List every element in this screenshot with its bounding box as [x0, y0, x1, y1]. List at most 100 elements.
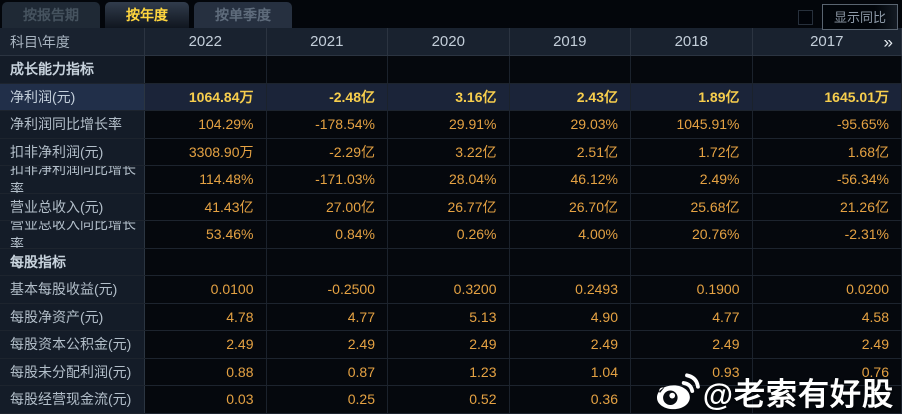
- year-label: 2017: [810, 33, 844, 50]
- value-cell: 41.43亿: [145, 193, 267, 220]
- value-cell: 1.89亿: [631, 83, 753, 110]
- value-cell: 0.76: [752, 358, 902, 385]
- value-cell: 1.04: [509, 358, 631, 385]
- value-cell: 2.49: [631, 331, 753, 358]
- value-cell: 4.77: [631, 303, 753, 330]
- value-cell: 1.72亿: [631, 138, 753, 165]
- value-cell: 2.49: [752, 331, 902, 358]
- value-cell: 1.68亿: [752, 138, 902, 165]
- section-header-label: 成长能力指标: [0, 56, 145, 83]
- value-cell: 0.87: [266, 358, 388, 385]
- row-label: 每股未分配利润(元): [0, 358, 145, 385]
- value-cell: -171.03%: [266, 166, 388, 193]
- value-cell: [388, 56, 510, 83]
- table-row: 每股净资产(元) 4.78 4.77 5.13 4.90 4.77 4.58: [0, 303, 902, 331]
- year-column-header: 2017 »: [753, 28, 902, 55]
- value-cell: 3308.90万: [145, 138, 267, 165]
- year-column-header: 2020: [388, 28, 510, 55]
- section-row: 成长能力指标: [0, 56, 902, 84]
- tab-single-quarter[interactable]: 按单季度: [194, 2, 292, 28]
- table-row: 每股经营现金流(元) 0.03 0.25 0.52 0.36: [0, 386, 902, 414]
- value-cell: 2.49%: [631, 166, 753, 193]
- value-cell: 2.43亿: [509, 83, 631, 110]
- value-cell: 4.00%: [509, 221, 631, 248]
- row-label: 扣非净利润(元): [0, 138, 145, 165]
- value-cell: 4.78: [145, 303, 267, 330]
- show-yoy-button[interactable]: 显示同比: [821, 4, 898, 30]
- yoy-controls: 显示同比: [797, 4, 898, 30]
- value-cell: 0.36: [509, 386, 631, 413]
- table-row: 营业总收入同比增长率 53.46% 0.84% 0.26% 4.00% 20.76% -2.…: [0, 221, 902, 249]
- row-label: 每股经营现金流(元): [0, 386, 145, 413]
- value-cell: 28.04%: [388, 166, 510, 193]
- row-label: 净利润(元): [0, 83, 145, 110]
- value-cell: 26.77亿: [388, 193, 510, 220]
- value-cell: 0.26%: [388, 221, 510, 248]
- value-cell: 0.52: [388, 386, 510, 413]
- corner-label: 科目\年度: [0, 28, 145, 55]
- value-cell: -0.2500: [266, 276, 388, 303]
- year-column-header: 2021: [267, 28, 388, 55]
- value-cell: 2.49: [388, 331, 510, 358]
- value-cell: 104.29%: [145, 111, 267, 138]
- row-label: 每股资本公积金(元): [0, 331, 145, 358]
- table-row: 扣非净利润同比增长率 114.48% -171.03% 28.04% 46.12% 2.4…: [0, 166, 902, 194]
- value-cell: 4.90: [509, 303, 631, 330]
- tab-report-period[interactable]: 按报告期: [2, 2, 100, 28]
- value-cell: 20.76%: [631, 221, 753, 248]
- section-row: 每股指标: [0, 248, 902, 276]
- value-cell: [631, 56, 753, 83]
- value-cell: 29.91%: [388, 111, 510, 138]
- value-cell: 3.16亿: [388, 83, 510, 110]
- value-cell: [145, 248, 267, 275]
- value-cell: 46.12%: [509, 166, 631, 193]
- value-cell: 25.68亿: [631, 193, 753, 220]
- value-cell: -2.48亿: [266, 83, 388, 110]
- value-cell: 1045.91%: [631, 111, 753, 138]
- value-cell: [631, 386, 753, 413]
- table-body: 成长能力指标 净利润(元) 1064.84万 -2.48亿 3.16亿 2.43亿 1.89…: [0, 56, 902, 414]
- value-cell: 21.26亿: [752, 193, 902, 220]
- value-cell: 0.84%: [266, 221, 388, 248]
- row-label: 营业总收入(元): [0, 193, 145, 220]
- value-cell: [388, 248, 510, 275]
- value-cell: 0.25: [266, 386, 388, 413]
- value-cell: 0.88: [145, 358, 267, 385]
- row-label: 基本每股收益(元): [0, 276, 145, 303]
- row-label: 扣非净利润同比增长率: [0, 166, 145, 193]
- value-cell: [752, 56, 902, 83]
- year-column-header: 2018: [631, 28, 753, 55]
- section-header-label: 每股指标: [0, 248, 145, 275]
- value-cell: -178.54%: [266, 111, 388, 138]
- value-cell: 2.49: [266, 331, 388, 358]
- value-cell: 2.49: [145, 331, 267, 358]
- table-row: 净利润同比增长率 104.29% -178.54% 29.91% 29.03% 1045.…: [0, 111, 902, 139]
- value-cell: 0.2493: [509, 276, 631, 303]
- value-cell: -2.29亿: [266, 138, 388, 165]
- row-label: 营业总收入同比增长率: [0, 221, 145, 248]
- more-years-chevron-icon[interactable]: »: [883, 32, 893, 51]
- value-cell: 2.49: [509, 331, 631, 358]
- value-cell: -56.34%: [752, 166, 902, 193]
- financial-table: 科目\年度 2022 2021 2020 2019 2018 2017 » 成长能力指标 净利润…: [0, 28, 902, 414]
- value-cell: [266, 248, 388, 275]
- value-cell: 4.77: [266, 303, 388, 330]
- table-row: 基本每股收益(元) 0.0100 -0.2500 0.3200 0.2493 0.1900…: [0, 276, 902, 304]
- value-cell: -2.31%: [752, 221, 902, 248]
- year-column-header: 2022: [145, 28, 267, 55]
- value-cell: [631, 248, 753, 275]
- tab-annual[interactable]: 按年度: [105, 2, 189, 28]
- value-cell: 0.3200: [388, 276, 510, 303]
- value-cell: 29.03%: [509, 111, 631, 138]
- row-label: 净利润同比增长率: [0, 111, 145, 138]
- value-cell: 0.93: [631, 358, 753, 385]
- table-row: 每股资本公积金(元) 2.49 2.49 2.49 2.49 2.49 2.49: [0, 331, 902, 359]
- value-cell: 26.70亿: [509, 193, 631, 220]
- value-cell: 0.0200: [752, 276, 902, 303]
- table-header-row: 科目\年度 2022 2021 2020 2019 2018 2017 »: [0, 28, 902, 56]
- value-cell: [266, 56, 388, 83]
- show-yoy-checkbox[interactable]: [797, 9, 813, 25]
- period-tabbar: 按报告期 按年度 按单季度 显示同比: [0, 0, 902, 30]
- value-cell: [752, 248, 902, 275]
